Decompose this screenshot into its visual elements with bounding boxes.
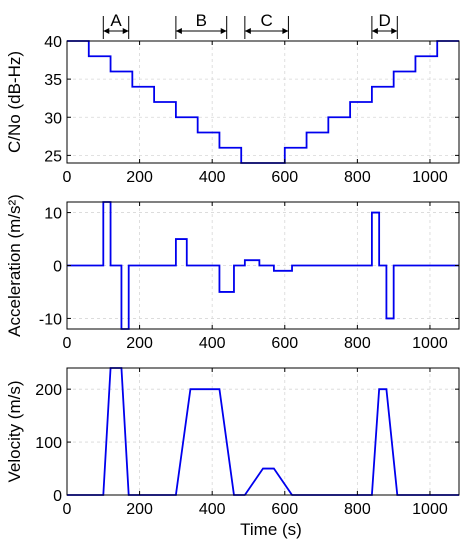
y-tick-label: 100 bbox=[35, 435, 62, 452]
axes-frame bbox=[66, 367, 460, 496]
y-tick-label: 25 bbox=[44, 148, 62, 165]
y-tick-label: 200 bbox=[35, 382, 62, 399]
x-tick-label: 600 bbox=[271, 501, 298, 518]
segment-label: D bbox=[378, 11, 390, 30]
segment-marker-c: C bbox=[244, 11, 289, 39]
y-tick-label: 0 bbox=[53, 259, 62, 276]
x-tick-label: 0 bbox=[63, 335, 72, 352]
series-line-1 bbox=[67, 40, 459, 164]
arrowhead-right-icon bbox=[391, 28, 398, 34]
y-axis-label: C/No (dB-Hz) bbox=[5, 51, 24, 153]
x-tick-label: 400 bbox=[199, 501, 226, 518]
arrowhead-left-icon bbox=[103, 28, 110, 34]
segment-label: C bbox=[260, 11, 272, 30]
chart-panel-3: 0 200 400 600 800 1000 0 100 200 Velocity (m/s) Ti… bbox=[5, 367, 460, 539]
x-axis-label: Time (s) bbox=[240, 520, 302, 539]
x-tick-label: 600 bbox=[271, 335, 298, 352]
arrowhead-right-icon bbox=[282, 28, 289, 34]
y-tick-label: 0 bbox=[53, 488, 62, 505]
x-tick-label: 0 bbox=[63, 169, 72, 186]
arrowhead-left-icon bbox=[244, 28, 251, 34]
x-tick-label: 800 bbox=[344, 335, 371, 352]
segment-marker-d: D bbox=[371, 11, 398, 39]
segment-label: A bbox=[110, 11, 122, 30]
segment-marker-a: A bbox=[102, 11, 130, 39]
arrowhead-right-icon bbox=[122, 28, 129, 34]
x-tick-label: 400 bbox=[199, 335, 226, 352]
x-tick-label: 1000 bbox=[412, 501, 448, 518]
x-tick-label: 200 bbox=[126, 501, 153, 518]
x-tick-label: 600 bbox=[271, 169, 298, 186]
arrowhead-left-icon bbox=[371, 28, 378, 34]
y-tick-label: -10 bbox=[39, 311, 62, 328]
chart-panel-1: 0 200 400 600 800 1000 25 30 35 40 C/No (dB-Hz) A B C… bbox=[5, 11, 460, 186]
x-tick-label: 0 bbox=[63, 501, 72, 518]
y-tick-label: 35 bbox=[44, 72, 62, 89]
arrowhead-left-icon bbox=[175, 28, 182, 34]
x-tick-label: 800 bbox=[344, 501, 371, 518]
y-axis-label: Acceleration (m/s²) bbox=[5, 194, 24, 337]
y-axis-label: Velocity (m/s) bbox=[5, 380, 24, 482]
y-tick-label: 30 bbox=[44, 110, 62, 127]
x-tick-label: 400 bbox=[199, 169, 226, 186]
x-tick-label: 800 bbox=[344, 169, 371, 186]
x-tick-label: 1000 bbox=[412, 169, 448, 186]
series-line-1 bbox=[67, 201, 459, 330]
segment-label: B bbox=[196, 11, 207, 30]
x-tick-label: 200 bbox=[126, 335, 153, 352]
axes-frame bbox=[66, 40, 460, 164]
series-line-1 bbox=[67, 367, 459, 496]
segment-marker-b: B bbox=[175, 11, 228, 39]
arrowhead-right-icon bbox=[220, 28, 227, 34]
x-tick-label: 1000 bbox=[412, 335, 448, 352]
y-tick-label: 10 bbox=[44, 206, 62, 223]
y-tick-label: 40 bbox=[44, 34, 62, 51]
x-tick-label: 200 bbox=[126, 169, 153, 186]
